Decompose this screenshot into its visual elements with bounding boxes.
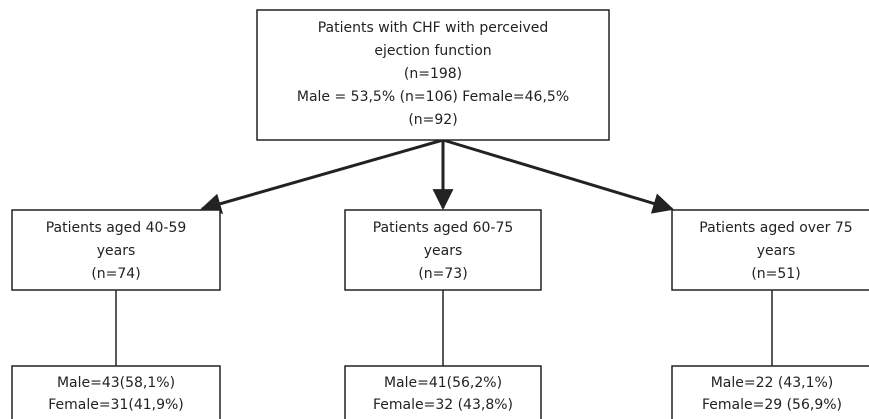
node-text: Male=43(58,1%) bbox=[57, 375, 175, 391]
node-text: (n=51) bbox=[751, 266, 800, 282]
node-box bbox=[11, 365, 221, 419]
node-text: Male=22 (43,1%) bbox=[711, 375, 834, 391]
node-box bbox=[344, 365, 542, 419]
node-text: Patients aged 60-75 bbox=[373, 220, 514, 236]
node-text: Patients aged 40-59 bbox=[46, 220, 187, 236]
node-text: years bbox=[97, 243, 136, 259]
node-text: Female=32 (43,8%) bbox=[373, 397, 513, 413]
node-box bbox=[11, 209, 221, 291]
node-text: (n=74) bbox=[91, 266, 140, 282]
node-text: (n=92) bbox=[408, 112, 457, 128]
node-text: years bbox=[424, 243, 463, 259]
node-box bbox=[671, 209, 869, 291]
node-text: Male=41(56,2%) bbox=[384, 375, 502, 391]
node-box bbox=[344, 209, 542, 291]
node-text: Patients with CHF with perceived bbox=[318, 20, 549, 36]
node-text: ejection function bbox=[374, 43, 491, 59]
node-text: (n=73) bbox=[418, 266, 467, 282]
node-text: Patients aged over 75 bbox=[699, 220, 852, 236]
node-text: (n=198) bbox=[404, 66, 462, 82]
node-text: Male = 53,5% (n=106) Female=46,5% bbox=[297, 89, 569, 105]
labels: Patients with CHF with perceived ejection… bbox=[46, 20, 853, 413]
node-box bbox=[256, 9, 610, 141]
arrow bbox=[442, 138, 675, 214]
node-text: Female=29 (56,9%) bbox=[702, 397, 842, 413]
arrow bbox=[199, 138, 444, 214]
node-box bbox=[671, 365, 869, 419]
node-text: years bbox=[757, 243, 796, 259]
node-text: Female=31(41,9%) bbox=[48, 397, 184, 413]
